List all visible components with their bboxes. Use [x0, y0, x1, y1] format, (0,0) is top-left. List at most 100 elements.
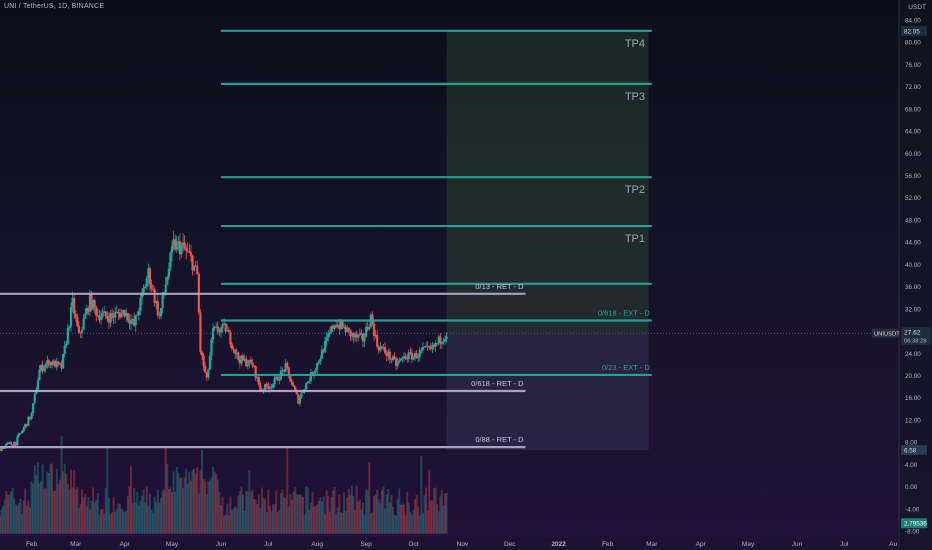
volume-bar — [350, 486, 353, 534]
volume-bar — [426, 510, 429, 534]
candle-body — [194, 265, 197, 267]
candle-body — [117, 311, 120, 314]
candle-body — [6, 442, 9, 444]
volume-bar — [87, 496, 90, 534]
volume-bar — [77, 508, 80, 534]
candle-body — [151, 288, 155, 290]
candle-body — [401, 357, 404, 359]
volume-bar — [229, 496, 232, 534]
candle-body — [353, 333, 357, 338]
candle-body — [256, 376, 259, 379]
volume-bar — [242, 494, 245, 534]
volume-bar — [306, 487, 309, 534]
candle-body — [379, 346, 382, 351]
volume-bar — [106, 447, 109, 534]
volume-bar — [60, 436, 63, 534]
candle-body — [13, 442, 16, 447]
candle-body — [314, 369, 317, 373]
candle-body — [320, 349, 324, 359]
candle-body — [96, 315, 99, 317]
time-tick-label: Mar — [70, 541, 82, 548]
candle-body — [339, 321, 342, 330]
volume-bar — [227, 515, 230, 534]
volume-bar — [183, 476, 186, 534]
candle-body — [58, 362, 62, 364]
volume-bar — [193, 468, 196, 534]
candle-body — [349, 329, 352, 337]
candle-body — [319, 358, 322, 362]
volume-bar — [63, 463, 66, 534]
volume-bar — [156, 489, 159, 534]
candle-body — [294, 386, 297, 391]
candle-body — [221, 323, 224, 329]
candle-body — [235, 352, 238, 354]
candle-body — [325, 337, 328, 341]
candle-body — [205, 372, 208, 378]
volume-bar — [36, 462, 39, 534]
symbol-badge — [872, 328, 898, 338]
candle-body — [289, 374, 292, 382]
volume-bar — [412, 510, 415, 534]
candle-body — [241, 355, 245, 360]
price-tick-label: 20.00 — [905, 373, 921, 380]
volume-bar — [155, 502, 158, 534]
candle-body — [74, 313, 77, 318]
price-badge — [901, 518, 927, 529]
candle-body — [229, 332, 232, 345]
volume-bar — [429, 500, 432, 534]
candle-body — [27, 416, 30, 426]
candle-body — [43, 367, 46, 372]
candle-body — [297, 394, 300, 404]
volume-bar — [180, 477, 183, 534]
price-axis[interactable] — [899, 0, 932, 550]
volume-bar — [232, 508, 235, 534]
candle-body — [226, 330, 229, 332]
time-axis[interactable] — [0, 538, 898, 550]
volume-bar — [172, 471, 175, 534]
volume-bar — [388, 502, 391, 534]
volume-bar — [65, 473, 68, 534]
candle-body — [338, 324, 341, 330]
candle-body — [341, 321, 344, 328]
price-tick-label: -4.00 — [905, 506, 920, 513]
volume-bar — [52, 490, 55, 534]
volume-bar — [141, 495, 144, 534]
candle-body — [68, 326, 71, 328]
volume-bar — [191, 469, 194, 534]
candle-body — [125, 313, 128, 317]
volume-bar — [409, 511, 412, 534]
candle-body — [145, 278, 148, 287]
candle-body — [158, 315, 161, 317]
candle-body — [352, 333, 355, 338]
volume-bar — [330, 497, 333, 534]
candle-body — [284, 363, 287, 372]
candle-body — [208, 355, 212, 370]
candle-body — [376, 334, 379, 347]
candle-body — [69, 307, 73, 327]
volume-bar — [25, 505, 28, 534]
volume-bar — [139, 500, 142, 534]
volume-bar — [317, 500, 320, 534]
volume-bar — [54, 490, 57, 534]
candle-body — [148, 268, 152, 285]
volume-bar — [322, 496, 325, 534]
candle-body — [136, 314, 139, 316]
candle-body — [257, 376, 260, 385]
volume-bar — [390, 495, 393, 534]
candle-body — [126, 313, 129, 320]
candle-body — [273, 378, 276, 385]
volume-bar — [224, 514, 227, 534]
volume-bar — [440, 490, 443, 534]
candle-body — [316, 362, 319, 370]
symbol-title: UNI / TetherUS, 1D, BINANCE — [4, 3, 105, 10]
candle-body — [391, 356, 395, 360]
volume-bar — [47, 472, 50, 534]
candle-body — [282, 370, 286, 372]
time-tick-label: Apr — [120, 541, 131, 548]
volume-bar — [358, 499, 361, 534]
candle-body — [128, 319, 131, 324]
volume-bar — [164, 448, 167, 534]
volume-bar — [96, 493, 99, 534]
